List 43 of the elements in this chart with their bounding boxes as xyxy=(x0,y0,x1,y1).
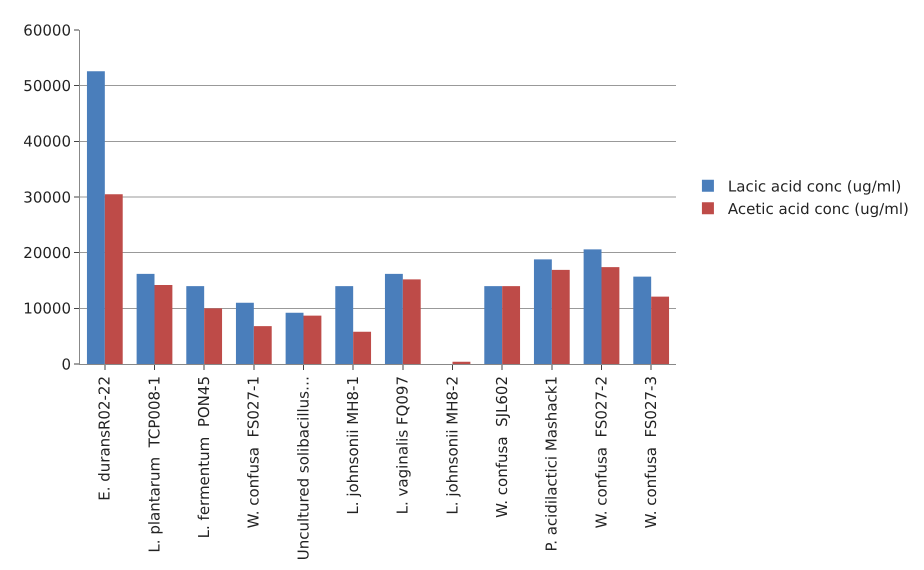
bar xyxy=(534,259,552,364)
y-tick-label: 40000 xyxy=(23,132,71,151)
x-tick-label: L. johnsonii MH8-2 xyxy=(443,376,462,515)
x-tick-label: L. plantarum TCP008-1 xyxy=(145,376,164,553)
x-tick-label: W. confusa FS027-3 xyxy=(642,376,660,528)
bar xyxy=(104,194,123,364)
bar xyxy=(384,274,403,364)
bar xyxy=(136,274,154,364)
bar xyxy=(552,270,570,364)
bar xyxy=(651,296,670,364)
y-tick-label: 60000 xyxy=(23,21,71,40)
bar xyxy=(353,332,372,364)
x-tick-label: W. confusa FS027-2 xyxy=(592,376,610,528)
legend-label: Lacic acid conc (ug/ml) xyxy=(728,178,902,196)
x-tick-label: L. johnsonii MH8-1 xyxy=(344,376,362,515)
y-tick-label: 50000 xyxy=(23,76,71,95)
bar xyxy=(484,286,502,364)
x-tick-label: E. duransR02-22 xyxy=(96,376,114,501)
bar xyxy=(502,286,520,364)
x-tick-label: W. confusa FS027-1 xyxy=(244,376,263,528)
bar xyxy=(154,284,172,364)
bar xyxy=(86,71,105,364)
y-tick-label: 30000 xyxy=(23,188,71,206)
y-tick-label: 0 xyxy=(61,355,71,374)
bar xyxy=(584,249,602,364)
bar xyxy=(186,286,204,364)
y-tick-label: 10000 xyxy=(23,300,71,318)
x-tick-label: P. acidilactici Mashack1 xyxy=(542,376,561,552)
bar xyxy=(204,308,222,364)
bar xyxy=(633,276,652,364)
bar xyxy=(602,267,620,364)
x-tick-label: Uncultured solibacillus… xyxy=(294,376,312,560)
y-tick-label: 20000 xyxy=(23,244,71,262)
x-tick-label: L. vaginalis FQ097 xyxy=(394,376,412,514)
bar xyxy=(335,286,354,364)
x-tick-label: W. confusa SJL602 xyxy=(493,376,512,518)
x-tick-label: L. fermentum PON45 xyxy=(195,376,214,538)
bar xyxy=(304,316,322,364)
bar xyxy=(286,312,304,364)
bar xyxy=(236,302,254,364)
bar xyxy=(254,326,272,364)
legend-label: Acetic acid conc (ug/ml) xyxy=(728,200,909,218)
bar xyxy=(402,279,421,364)
